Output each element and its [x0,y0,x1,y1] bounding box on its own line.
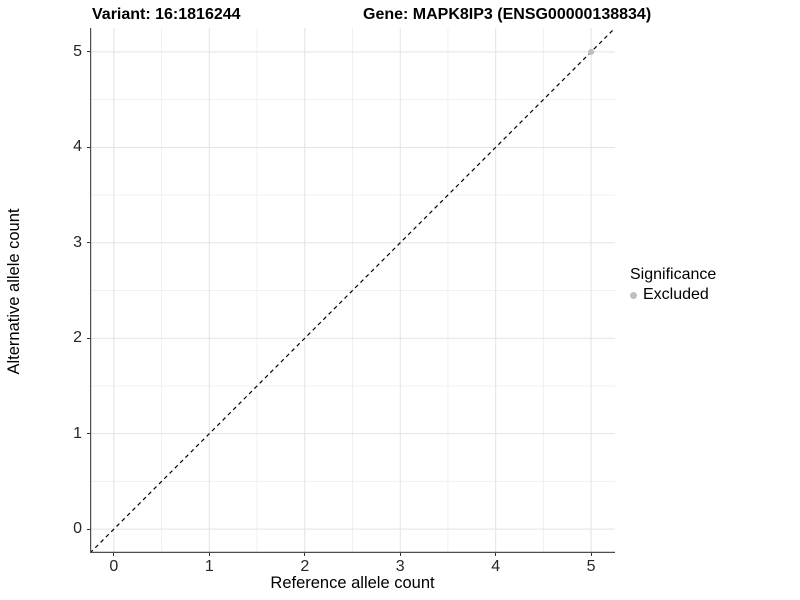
y-tick-label: 5 [73,42,82,60]
legend-title: Significance [630,266,717,283]
identity-line [90,28,615,553]
y-tick-mark [87,146,90,148]
y-tick-mark [87,51,90,53]
y-tick-label: 4 [73,138,82,156]
legend: Significance Excluded [630,266,716,304]
x-tick-mark [208,553,210,556]
y-tick-label: 2 [73,329,82,347]
y-tick-label: 1 [73,424,82,442]
x-tick-label: 0 [109,558,119,575]
legend-item-label: Excluded [643,286,709,303]
x-tick-label: 1 [204,558,214,575]
x-tick-mark [399,553,401,556]
legend-point-icon [630,291,637,299]
x-axis-label: Reference allele count [270,574,435,592]
y-tick-label: 3 [73,233,82,251]
x-tick-mark [590,553,592,556]
gene-title: Gene: MAPK8IP3 (ENSG00000138834) [363,6,652,23]
x-tick-label: 2 [300,558,310,575]
y-tick-mark [87,528,90,530]
y-tick-mark [87,433,90,435]
variant-title: Variant: 16:1816244 [92,6,241,23]
x-tick-label: 5 [586,558,596,575]
plot-panel [90,28,615,553]
x-tick-mark [495,553,497,556]
x-tick-mark [113,553,115,556]
y-tick-label: 0 [73,520,82,538]
x-tick-mark [304,553,306,556]
y-tick-mark [87,242,90,244]
data-point [588,48,595,55]
x-tick-label: 4 [491,558,501,575]
legend-item-excluded: Excluded [630,286,716,304]
x-tick-label: 3 [395,558,405,575]
y-tick-mark [87,337,90,339]
y-axis-label: Alternative allele count [5,208,23,375]
